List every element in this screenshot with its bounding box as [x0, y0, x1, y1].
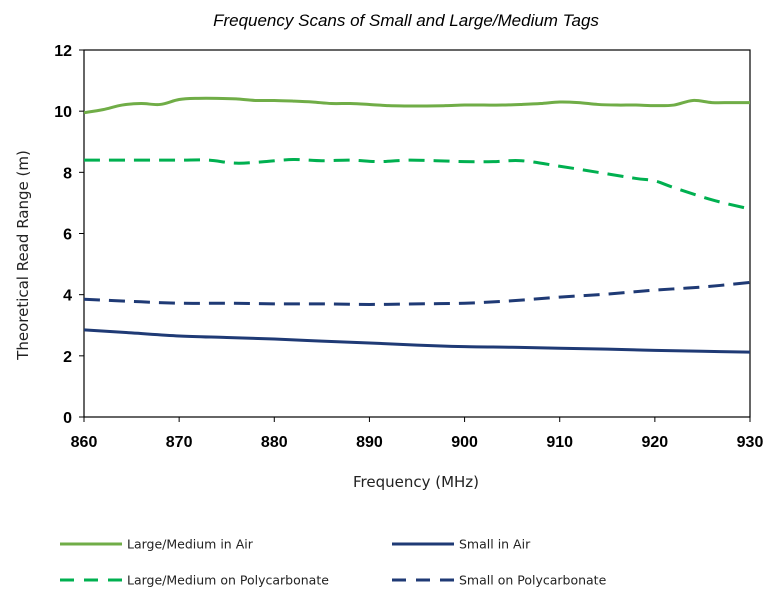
- legend-label: Small in Air: [459, 537, 531, 552]
- legend-item-large-medium-on-polycarbonate: Large/Medium on Polycarbonate: [60, 573, 329, 588]
- legend-item-small-in-air: Small in Air: [392, 537, 531, 552]
- x-tick-label: 910: [546, 434, 573, 451]
- series-line-large-medium-in-air: [83, 96, 750, 115]
- legend-item-large-medium-in-air: Large/Medium in Air: [60, 537, 254, 552]
- y-tick-label: 8: [63, 165, 72, 182]
- y-tick-label: 6: [63, 227, 72, 244]
- legend: Large/Medium in Air Small in Air Large/Med…: [60, 537, 607, 588]
- y-tick-label: 2: [63, 349, 72, 366]
- y-tick-label: 12: [54, 43, 72, 60]
- y-axis-label: Theoretical Read Range (m): [14, 150, 32, 361]
- x-tick-label: 880: [261, 434, 288, 451]
- y-tick-label: 0: [63, 410, 72, 427]
- x-tick-label: 930: [737, 434, 764, 451]
- y-tick-label: 4: [63, 288, 72, 305]
- legend-label: Small on Polycarbonate: [459, 573, 607, 588]
- legend-label: Large/Medium in Air: [127, 537, 254, 552]
- series-line-small-in-air: [83, 328, 751, 354]
- x-tick-label: 890: [356, 434, 383, 451]
- x-tick-label: 860: [71, 434, 98, 451]
- series-layer: [83, 96, 751, 354]
- plot-area: 0 2 4 6 8 10 12 860 870 880 890 900 910 920 930: [54, 43, 763, 451]
- legend-label: Large/Medium on Polycarbonate: [127, 573, 329, 588]
- series-line-small-on-polycarbonate: [83, 280, 751, 306]
- x-tick-label: 920: [642, 434, 669, 451]
- legend-item-small-on-polycarbonate: Small on Polycarbonate: [392, 573, 607, 588]
- x-axis-label: Frequency (MHz): [353, 473, 479, 491]
- y-tick-label: 10: [54, 104, 72, 121]
- x-tick-label: 870: [166, 434, 193, 451]
- chart-title: Frequency Scans of Small and Large/Mediu…: [213, 11, 599, 30]
- series-line-large-medium-on-polycarbonate: [83, 157, 751, 211]
- x-tick-label: 900: [451, 434, 478, 451]
